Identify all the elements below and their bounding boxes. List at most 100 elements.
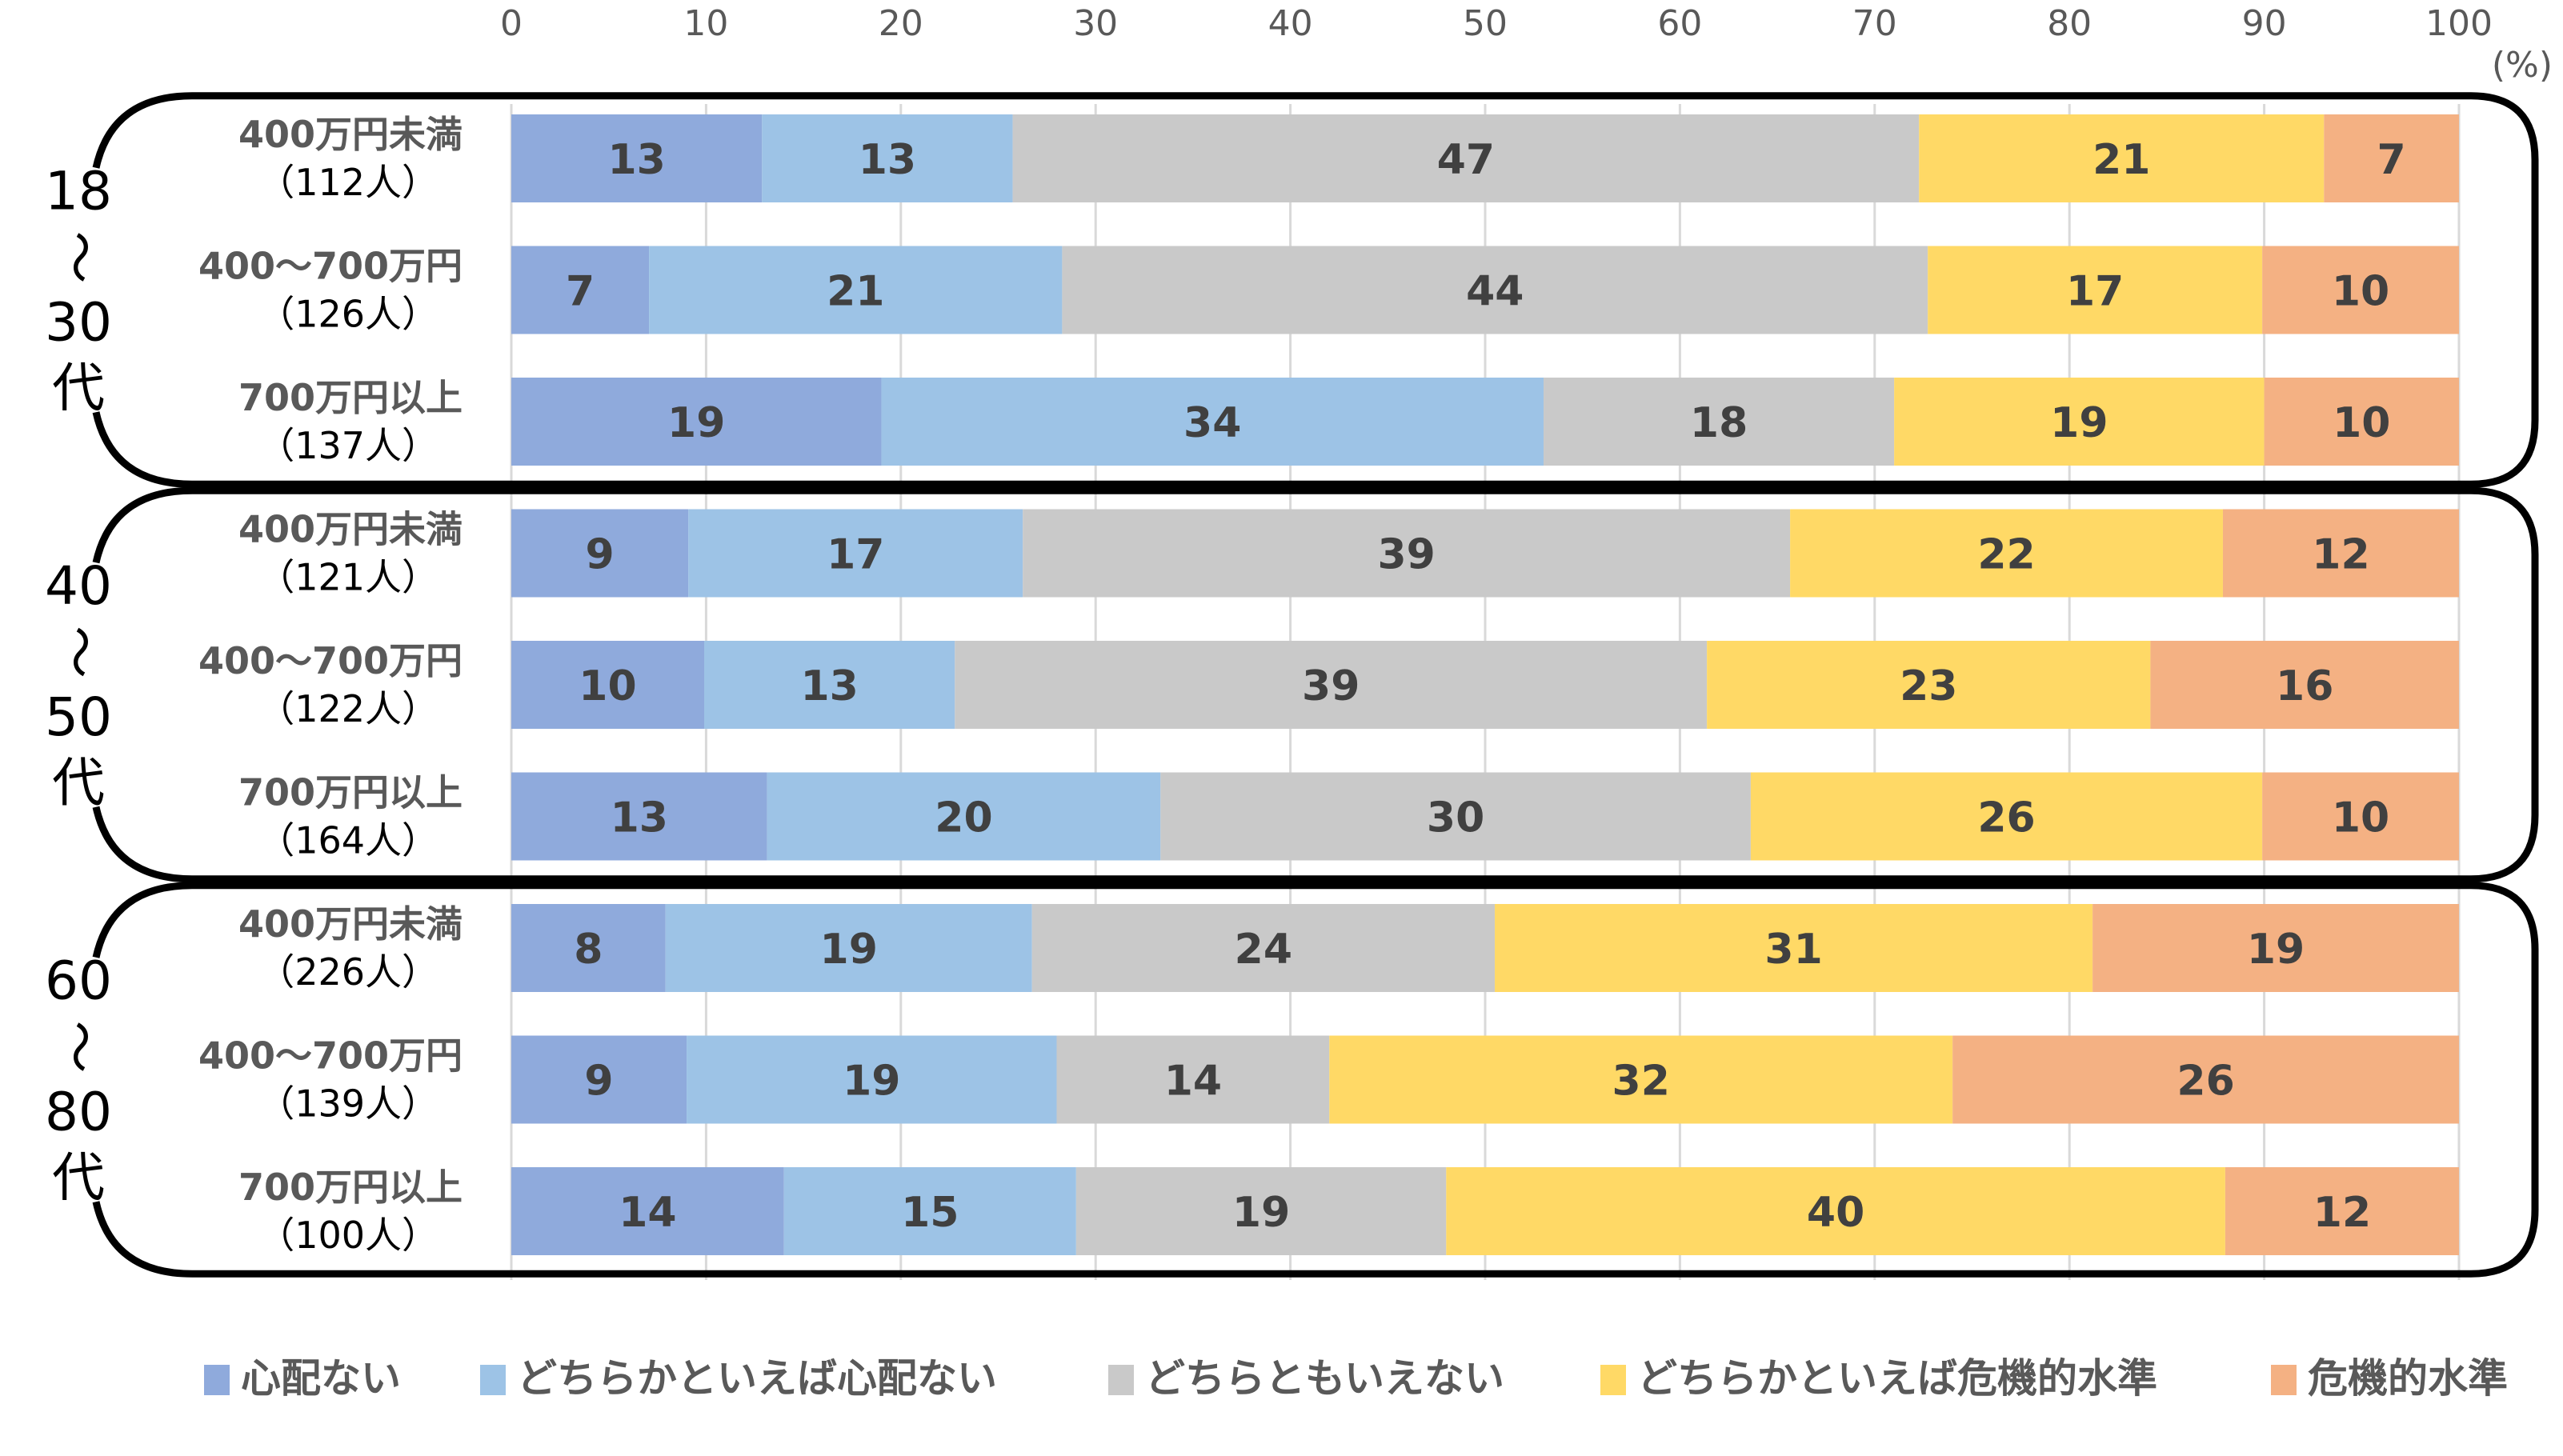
bar-segment-g2-r2-s4 — [2225, 1167, 2459, 1255]
data-label-g2-r0-s4: 19 — [2247, 926, 2305, 974]
legend-label-0: 心配ない — [241, 1355, 401, 1402]
data-label-g0-r0-s3: 21 — [2092, 136, 2150, 184]
bar-segment-g2-r0-s0 — [511, 904, 666, 992]
data-label-g0-r1-s3: 17 — [2066, 268, 2124, 316]
data-label-g1-r2-s1: 20 — [935, 794, 992, 842]
category-label: 400万円未満 — [238, 902, 463, 946]
x-tick-label-10: 10 — [683, 3, 728, 44]
bar-segment-g2-r0-s2 — [1031, 904, 1496, 992]
legend-label-4: 危機的水準 — [2308, 1355, 2508, 1402]
data-label-g0-r2-s2: 18 — [1690, 399, 1748, 447]
data-label-g1-r1-s4: 16 — [2276, 662, 2333, 710]
bar-segment-g1-r2-s2 — [1160, 772, 1751, 861]
data-label-g1-r0-s2: 39 — [1377, 531, 1435, 579]
bar-segment-g0-r1-s3 — [1928, 246, 2263, 334]
bar-segment-g0-r1-s1 — [649, 246, 1063, 334]
data-label-g2-r1-s1: 19 — [843, 1058, 900, 1106]
bar-segment-g2-r2-s0 — [511, 1167, 784, 1255]
data-label-g1-r2-s0: 13 — [611, 794, 668, 842]
bar-segment-g2-r1-s4 — [1952, 1035, 2459, 1124]
bar-segment-g2-r2-s1 — [783, 1167, 1076, 1255]
x-axis-unit-label: (%) — [2492, 45, 2553, 86]
data-label-g2-r2-s2: 19 — [1232, 1189, 1290, 1237]
x-axis-ticks: 0 10 20 30 40 50 60 70 80 90 100 — [500, 3, 2493, 44]
sample-size-label: （164人） — [258, 819, 439, 862]
bar-segment-g1-r0-s2 — [1023, 509, 1791, 598]
data-label-g2-r1-s4: 26 — [2177, 1058, 2234, 1106]
category-label: 700万円以上 — [238, 771, 463, 814]
bar-segment-g0-r2-s0 — [511, 378, 882, 466]
data-label-g2-r0-s1: 19 — [820, 926, 878, 974]
group-bracket-2 — [92, 882, 2539, 1278]
category-label: 400万円未満 — [238, 508, 463, 551]
bar-segment-g2-r1-s2 — [1056, 1035, 1330, 1124]
data-label-g2-r1-s3: 32 — [1612, 1058, 1670, 1106]
bar-segment-g2-r0-s3 — [1495, 904, 2093, 992]
sample-size-label: （122人） — [258, 687, 439, 730]
category-labels: 400万円未満 （112人） 400〜700万円 （126人） 700万円以上 （137人… — [198, 113, 463, 1257]
data-labels: 13 13 47 21 7 7 21 44 17 10 19 34 18 19 10 9 17 39 22 12 10 1… — [566, 136, 2406, 1237]
data-label-g1-r0-s3: 22 — [1977, 531, 2035, 579]
x-tick-label-60: 60 — [1657, 3, 1702, 44]
data-label-g2-r2-s3: 40 — [1807, 1189, 1864, 1237]
bar-segment-g2-r1-s0 — [511, 1035, 687, 1124]
data-label-g1-r1-s2: 39 — [1302, 662, 1360, 710]
group-label-2: 60 — [45, 950, 112, 1012]
group-label-0: 〜 — [48, 231, 110, 284]
x-tick-label-90: 90 — [2242, 3, 2287, 44]
data-label-g0-r0-s0: 13 — [607, 136, 665, 184]
bar-segment-g0-r0-s0 — [511, 114, 763, 202]
x-tick-label-40: 40 — [1268, 3, 1313, 44]
bar-segment-g0-r0-s4 — [2324, 114, 2459, 202]
legend: 心配ない どちらかといえば心配ない どちらともいえない どちらかといえば危機的水準 危機… — [204, 1355, 2508, 1402]
group-label-1: 40 — [45, 555, 112, 617]
category-label: 400〜700万円 — [198, 245, 463, 288]
group-bracket-0 — [92, 92, 2539, 488]
data-label-g0-r1-s4: 10 — [2332, 268, 2389, 316]
bars — [511, 114, 2459, 1255]
bar-segment-g0-r2-s4 — [2264, 378, 2459, 466]
bar-segment-g1-r0-s4 — [2222, 509, 2459, 598]
data-label-g0-r2-s3: 19 — [2050, 399, 2108, 447]
bar-segment-g0-r0-s1 — [762, 114, 1013, 202]
bar-segment-g1-r0-s1 — [688, 509, 1023, 598]
bar-segment-g0-r1-s4 — [2262, 246, 2459, 334]
data-label-g1-r2-s2: 30 — [1427, 794, 1484, 842]
bar-segment-g2-r0-s1 — [665, 904, 1032, 992]
bar-segment-g0-r0-s3 — [1919, 114, 2325, 202]
data-label-g0-r0-s2: 47 — [1437, 136, 1495, 184]
bar-segment-g2-r2-s3 — [1446, 1167, 2225, 1255]
bar-segment-g1-r1-s4 — [2150, 641, 2459, 729]
data-label-g1-r2-s3: 26 — [1977, 794, 2035, 842]
group-bracket-1 — [92, 486, 2539, 883]
category-label: 400〜700万円 — [198, 1034, 463, 1078]
bar-segment-g1-r2-s1 — [767, 772, 1161, 861]
group-label-2: 代 — [52, 1147, 105, 1209]
legend-label-3: どちらかといえば危機的水準 — [1637, 1355, 2157, 1402]
data-label-g0-r1-s2: 44 — [1466, 268, 1524, 316]
legend-swatch-0 — [204, 1365, 230, 1395]
bar-segment-g1-r0-s3 — [1790, 509, 2223, 598]
bar-segment-g0-r1-s0 — [511, 246, 650, 334]
data-label-g2-r2-s1: 15 — [901, 1189, 959, 1237]
bar-segment-g1-r2-s0 — [511, 772, 767, 861]
bar-segment-g0-r0-s2 — [1012, 114, 1920, 202]
legend-label-1: どちらかといえば心配ない — [517, 1355, 997, 1402]
category-label: 700万円以上 — [238, 376, 463, 419]
sample-size-label: （137人） — [258, 424, 439, 467]
sample-size-label: （226人） — [258, 950, 439, 994]
group-label-1: 代 — [52, 752, 105, 814]
x-tick-label-70: 70 — [1852, 3, 1897, 44]
data-label-g1-r0-s4: 12 — [2312, 531, 2369, 579]
group-label-2: 80 — [45, 1082, 112, 1143]
category-label: 400〜700万円 — [198, 639, 463, 682]
bar-segment-g0-r1-s2 — [1062, 246, 1928, 334]
data-label-g2-r0-s0: 8 — [574, 926, 603, 974]
x-tick-label-80: 80 — [2047, 3, 2092, 44]
sample-size-label: （126人） — [258, 293, 439, 336]
bar-segment-g1-r1-s1 — [703, 641, 955, 729]
group-label-2: 〜 — [48, 1021, 110, 1074]
bar-segment-g1-r1-s2 — [955, 641, 1708, 729]
